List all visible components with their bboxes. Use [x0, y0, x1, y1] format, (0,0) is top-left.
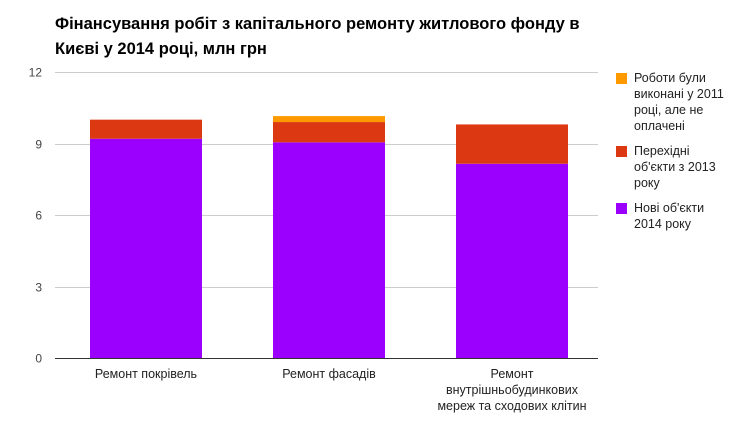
bar-segment [90, 138, 202, 358]
legend-item: Роботи були виконані у 2011 році, але не оп… [616, 70, 742, 134]
chart-legend: Роботи були виконані у 2011 році, але не оп… [616, 70, 742, 241]
bars [90, 116, 568, 358]
legend-item: Нові об'єкти 2014 року [616, 200, 742, 232]
legend-item: Перехідні об'єкти з 2013 року [616, 143, 742, 191]
x-axis-category-labels: Ремонт покрівель Ремонт фасадів Ремонт внут… [95, 367, 587, 413]
bar-segment [456, 124, 568, 164]
bar-segment [273, 142, 385, 358]
y-tick-label: 12 [29, 66, 43, 80]
legend-swatch [616, 146, 627, 157]
bar-segment [456, 163, 568, 358]
y-tick-label: 0 [35, 352, 42, 366]
y-tick-label: 9 [35, 138, 42, 152]
bar-segment [90, 119, 202, 139]
y-axis-tick-labels: 0 3 6 9 12 [29, 66, 43, 366]
x-category-label: Ремонт фасадів [282, 367, 376, 381]
legend-label: Перехідні об'єкти з 2013 року [634, 144, 716, 190]
legend-swatch [616, 203, 627, 214]
bar-segment [273, 122, 385, 143]
x-category-label: Ремонт [491, 367, 534, 381]
legend-label: Роботи були виконані у 2011 році, але не оп… [634, 71, 724, 133]
x-category-label: мереж та сходових клітин [437, 399, 586, 413]
x-category-label: внутрішньобудинкових [446, 383, 579, 397]
legend-label: Нові об'єкти 2014 року [634, 201, 705, 231]
chart-title: Фінансування робіт з капітального ремонт… [55, 15, 580, 58]
legend-swatch [616, 73, 627, 84]
bar-segment [273, 116, 385, 123]
y-tick-label: 3 [35, 281, 42, 295]
x-category-label: Ремонт покрівель [95, 367, 197, 381]
y-tick-label: 6 [35, 209, 42, 223]
